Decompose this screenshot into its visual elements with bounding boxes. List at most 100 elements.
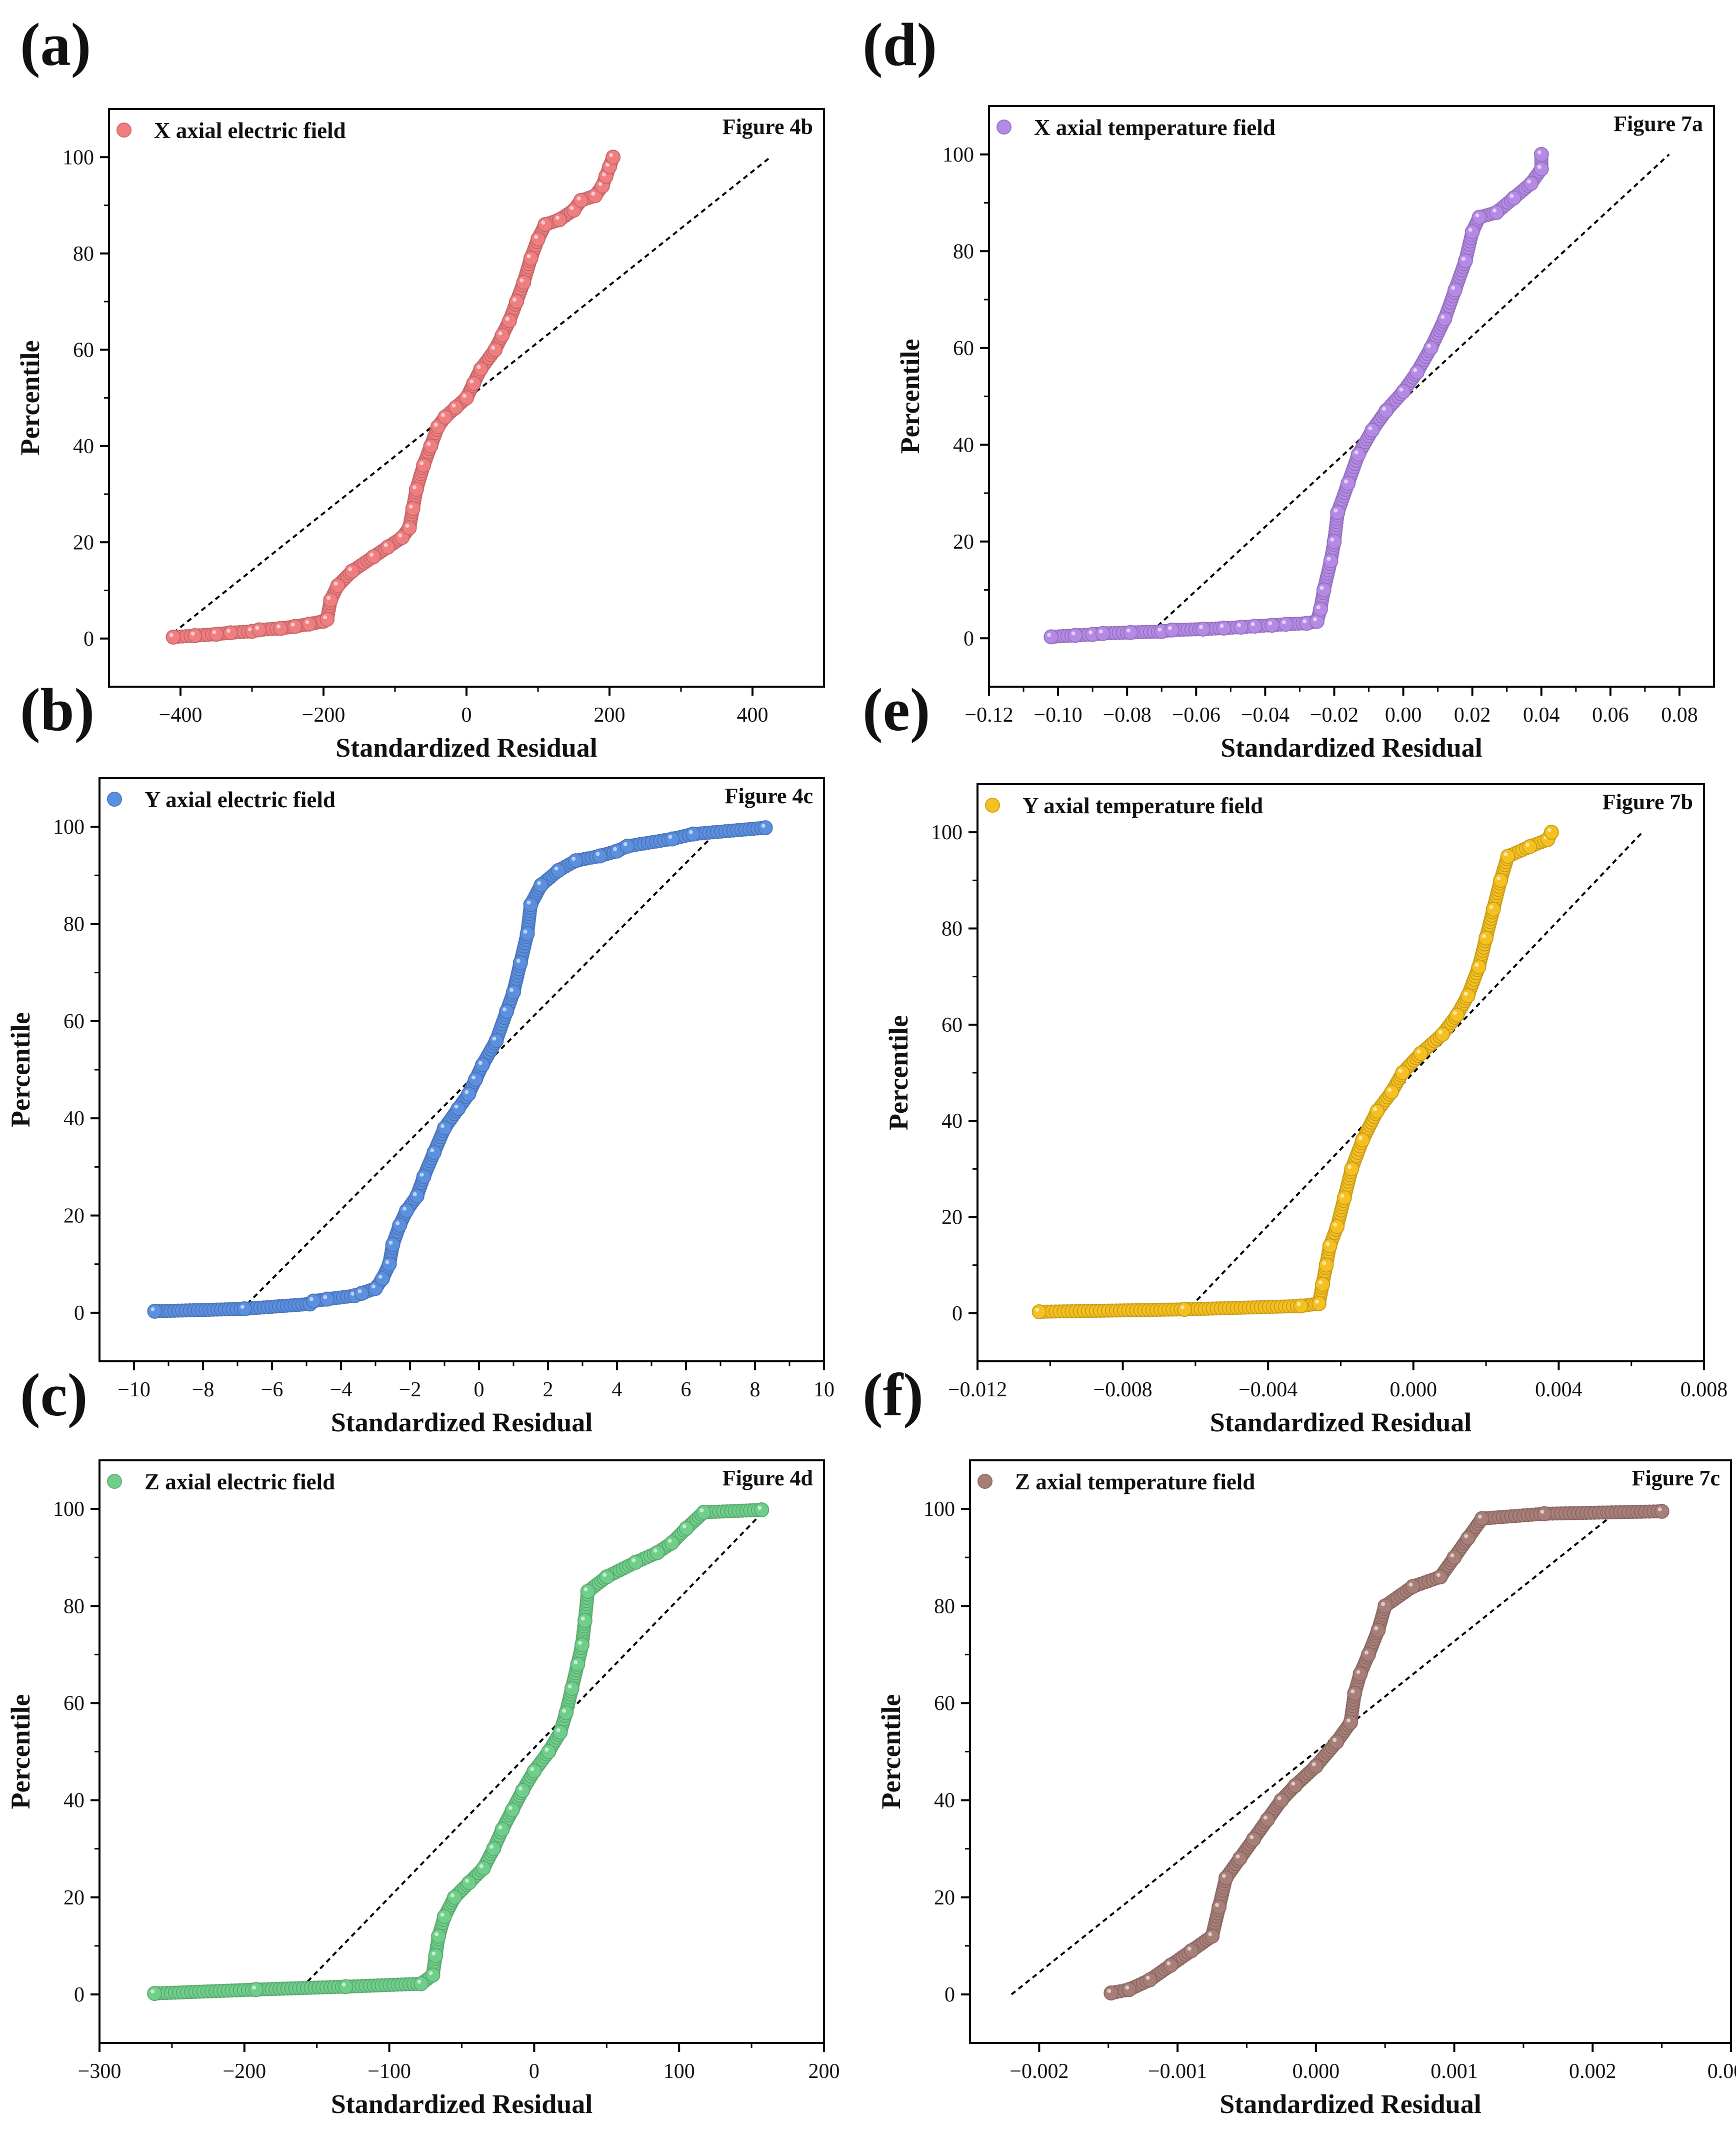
data-point-highlight (1047, 633, 1052, 637)
data-point (1177, 1302, 1192, 1317)
data-point (1378, 1598, 1393, 1614)
data-point-highlight (609, 153, 614, 158)
data-point (1364, 423, 1380, 438)
y-tick-label: 60 (953, 337, 974, 360)
data-point (1446, 1550, 1462, 1565)
legend-label: Y axial electric field (144, 787, 336, 812)
data-point (147, 1303, 162, 1319)
data-point (1489, 205, 1504, 220)
data-point-highlight (398, 533, 402, 538)
data-point-highlight (1510, 194, 1514, 198)
legend-label: X axial temperature field (1034, 115, 1276, 140)
data-point (570, 1656, 586, 1672)
data-point-highlight (420, 461, 424, 466)
data-point (1384, 1084, 1400, 1100)
data-point-highlight (426, 442, 431, 446)
data-point-highlight (578, 1640, 582, 1645)
x-tick-label: −10 (118, 1378, 150, 1401)
data-point-highlight (405, 524, 410, 528)
data-point (1264, 618, 1280, 633)
data-point-highlight (370, 553, 374, 557)
data-point-highlight (388, 1240, 393, 1245)
data-point (1352, 1666, 1368, 1682)
x-axis-title: Standardized Residual (336, 733, 598, 763)
data-point (1322, 1238, 1338, 1254)
data-point (1329, 1734, 1344, 1750)
data-point-highlight (1527, 179, 1532, 184)
x-tick-label: 0.002 (1569, 2060, 1616, 2083)
y-tick-label: 0 (952, 1302, 962, 1325)
panel-label: (b) (20, 676, 94, 744)
data-point (592, 848, 608, 864)
y-tick-label: 100 (924, 1498, 955, 1521)
plot-frame (98, 1459, 825, 2044)
data-point-highlight (420, 1172, 424, 1177)
data-point-highlight (580, 1616, 585, 1621)
y-tick-label: 20 (64, 1205, 84, 1228)
x-axis-title: Standardized Residual (331, 2089, 593, 2119)
x-tick-label: −0.008 (1094, 1378, 1152, 1401)
data-point-highlight (1416, 1049, 1421, 1054)
data-point-highlight (323, 615, 328, 620)
data-point (1246, 1831, 1262, 1847)
x-tick-label: −0.002 (1010, 2060, 1068, 2083)
y-tick-label: 80 (64, 913, 84, 936)
data-point (1460, 1530, 1476, 1546)
data-point (1336, 1190, 1352, 1206)
y-tick-label: 100 (53, 1498, 84, 1521)
data-point-highlight (1451, 286, 1456, 290)
panel-label: (a) (20, 11, 91, 79)
data-point-highlight (402, 1206, 407, 1211)
y-tick-label: 60 (942, 1014, 962, 1037)
data-point (1347, 1686, 1362, 1701)
data-point-highlight (1440, 315, 1445, 319)
data-point-highlight (1438, 1030, 1442, 1035)
panel-a: (a) −400 −200 0 200 400 0 20 40 60 80 100 Standardiz… (15, 11, 825, 763)
data-point (620, 839, 635, 854)
x-tick-label: 6 (681, 1378, 692, 1401)
data-point (208, 627, 224, 642)
figure-reference: Figure 7a (1614, 112, 1703, 136)
y-tick-label: 0 (84, 628, 94, 651)
data-point (534, 877, 549, 893)
data-point-highlight (323, 1295, 328, 1299)
x-tick-label: −100 (368, 2060, 411, 2083)
reference-line (166, 156, 771, 640)
x-tick-label: 0.06 (1592, 704, 1629, 727)
panel-f: (f) −0.002 −0.001 0.000 0.001 0.002 0.003 0 20 40… (862, 1361, 1736, 2119)
data-point-highlight (348, 567, 352, 571)
data-point-highlight (240, 1305, 244, 1309)
data-point (1274, 1792, 1289, 1808)
y-tick-label: 60 (64, 1010, 84, 1033)
data-point (506, 984, 521, 1000)
reference-line (1184, 831, 1643, 1314)
x-tick-label: 400 (737, 704, 768, 727)
legend: Z axial electric field (107, 1469, 335, 1494)
plot-frame (988, 105, 1715, 688)
data-point (1216, 620, 1232, 636)
data-point (486, 1841, 502, 1856)
y-tick-label: 20 (64, 1886, 84, 1909)
data-point (541, 1744, 556, 1759)
data-point-highlight (606, 163, 610, 167)
y-tick-label: 60 (73, 339, 94, 362)
data-point (488, 342, 503, 358)
data-point-highlight (1334, 508, 1338, 513)
data-point-highlight (1277, 1796, 1282, 1800)
data-point (1044, 629, 1059, 645)
data-point-highlight (1398, 1069, 1403, 1073)
data-point-highlight (1464, 992, 1468, 996)
data-point-highlight (1537, 165, 1542, 169)
plot-frame (969, 1459, 1732, 2044)
y-axis-title: Percentile (6, 1694, 36, 1809)
data-point-highlight (1364, 1650, 1368, 1655)
data-point-highlight (512, 298, 517, 302)
x-tick-label: −200 (302, 704, 346, 727)
data-point (1449, 1007, 1464, 1023)
x-tick-label: −0.08 (1103, 704, 1152, 727)
data-point-highlight (1368, 426, 1372, 431)
data-point-highlight (1316, 605, 1320, 610)
data-point-highlight (1250, 622, 1255, 627)
legend-label: Y axial temperature field (1022, 793, 1263, 818)
data-point-highlight (1464, 1534, 1468, 1538)
